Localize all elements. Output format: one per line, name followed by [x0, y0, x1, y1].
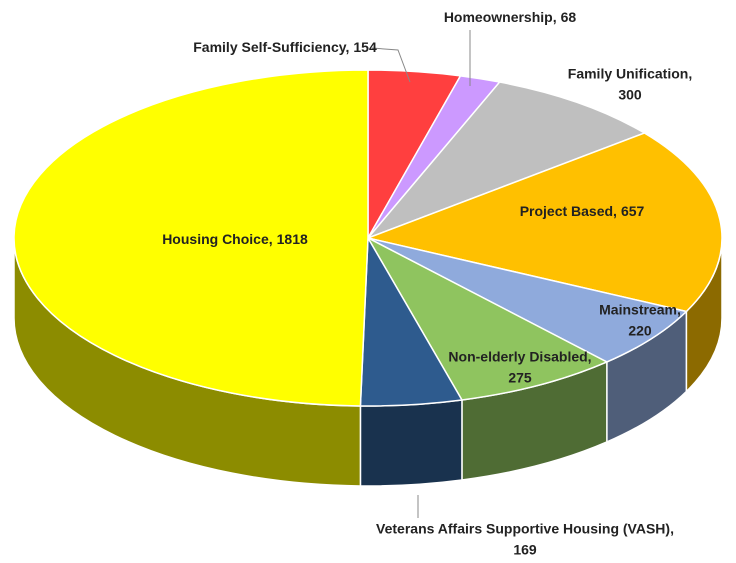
value-label: 154: [353, 39, 377, 55]
category-label: Family Unification,: [568, 66, 692, 82]
value-label: 657: [621, 203, 645, 219]
value-label: 300: [618, 87, 642, 103]
value-label: 169: [513, 542, 537, 558]
data-label: Family Self-Sufficiency, 154: [193, 39, 377, 55]
slice: [367, 237, 688, 363]
slice: [13, 69, 369, 407]
value-label: 1818: [277, 231, 308, 247]
data-label: Homeownership, 68: [444, 9, 577, 25]
data-label: Project Based, 657: [520, 203, 645, 219]
slice: [365, 132, 723, 313]
value-label: 220: [628, 323, 652, 339]
pie-tops: [13, 69, 723, 407]
slice: [365, 81, 647, 240]
category-label: Non-elderly Disabled,: [448, 349, 591, 365]
category-label: Homeownership,: [444, 9, 557, 25]
category-label: Project Based,: [520, 203, 617, 219]
slice-side: [359, 399, 463, 487]
category-label: Housing Choice,: [162, 231, 272, 247]
category-label: Veterans Affairs Supportive Housing (VAS…: [376, 521, 674, 537]
slice: [366, 236, 609, 401]
pie-labels: Family Self-Sufficiency, 154 Homeownership…: [162, 9, 692, 558]
data-label: Housing Choice, 1818: [162, 231, 308, 247]
category-label: Family Self-Sufficiency,: [193, 39, 349, 55]
value-label: 275: [508, 370, 532, 386]
leader-line: [371, 47, 411, 83]
category-label: Mainstream,: [599, 302, 681, 318]
value-label: 68: [561, 9, 577, 25]
